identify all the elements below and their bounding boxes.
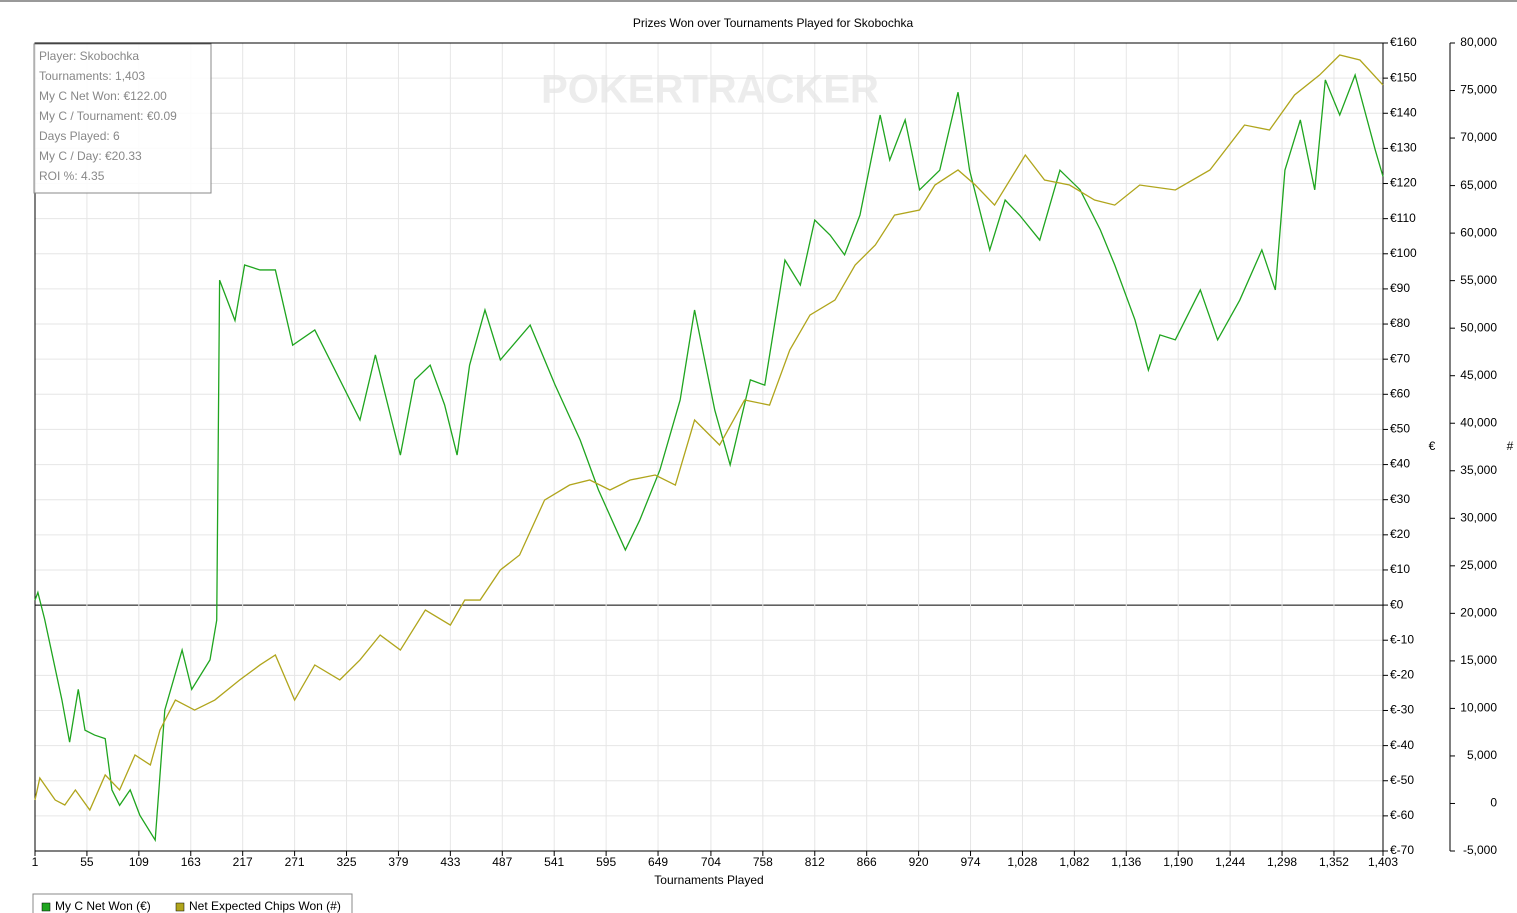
legend-label: Net Expected Chips Won (#) (189, 899, 341, 913)
y-tick-label: €120 (1390, 176, 1417, 190)
y-tick-label: €140 (1390, 105, 1417, 119)
series-line (34, 72, 1384, 843)
x-tick-label: 1,190 (1163, 855, 1193, 869)
x-tick-label: 379 (388, 855, 408, 869)
y-tick-label: €40 (1390, 457, 1410, 471)
y-tick-label: €90 (1390, 281, 1410, 295)
chart-title: Prizes Won over Tournaments Played for S… (633, 16, 914, 30)
info-line: My C Net Won: €122.00 (39, 89, 167, 103)
x-tick-label: 325 (337, 855, 357, 869)
y-tick-label: €0 (1390, 597, 1404, 611)
y2-axis-label: # (1507, 439, 1514, 453)
legend-swatch (41, 902, 51, 912)
y2-tick-label: 30,000 (1460, 510, 1497, 524)
y2-tick-label: 80,000 (1460, 35, 1497, 49)
y2-tick-label: 50,000 (1460, 320, 1497, 334)
x-tick-label: 920 (909, 855, 929, 869)
y-tick-label: €-40 (1390, 738, 1414, 752)
x-tick-label: 55 (80, 855, 94, 869)
y2-tick-label: 25,000 (1460, 558, 1497, 572)
y-tick-label: €-10 (1390, 632, 1414, 646)
y2-tick-label: 0 (1490, 796, 1497, 810)
y2-tick-label: 65,000 (1460, 178, 1497, 192)
y2-tick-label: -5,000 (1463, 843, 1497, 857)
y-tick-label: €-30 (1390, 703, 1414, 717)
y-tick-label: €70 (1390, 351, 1410, 365)
y-tick-label: €150 (1390, 70, 1417, 84)
x-tick-label: 758 (753, 855, 773, 869)
x-tick-label: 1,028 (1007, 855, 1037, 869)
x-tick-label: 649 (648, 855, 668, 869)
x-tick-label: 487 (492, 855, 512, 869)
y2-tick-label: 40,000 (1460, 415, 1497, 429)
x-tick-label: 704 (701, 855, 721, 869)
plot-frame (34, 42, 1384, 852)
x-tick-label: 163 (181, 855, 201, 869)
y-tick-label: €110 (1390, 211, 1416, 225)
y-axis-label: € (1429, 439, 1436, 453)
info-line: Days Played: 6 (39, 129, 120, 143)
info-line: ROI %: 4.35 (39, 169, 105, 183)
y-tick-label: €10 (1390, 562, 1410, 576)
y2-tick-label: 55,000 (1460, 273, 1497, 287)
x-tick-label: 109 (129, 855, 149, 869)
x-tick-label: 812 (805, 855, 825, 869)
y-tick-label: €-50 (1390, 773, 1414, 787)
info-line: My C / Tournament: €0.09 (39, 109, 177, 123)
y2-tick-label: 75,000 (1460, 83, 1497, 97)
watermark: POKERTRACKER (541, 68, 879, 112)
x-tick-label: 1,136 (1111, 855, 1141, 869)
info-line: My C / Day: €20.33 (39, 149, 142, 163)
info-line: Player: Skobochka (39, 49, 139, 63)
series-line (34, 54, 1384, 812)
y2-tick-label: 5,000 (1467, 748, 1497, 762)
x-axis-label: Tournaments Played (654, 873, 763, 887)
x-tick-label: 1,298 (1267, 855, 1297, 869)
legend-swatch (175, 902, 185, 912)
y2-tick-label: 20,000 (1460, 606, 1497, 620)
x-tick-label: 433 (440, 855, 460, 869)
x-tick-label: 595 (596, 855, 616, 869)
y2-tick-label: 35,000 (1460, 463, 1497, 477)
x-tick-label: 217 (233, 855, 253, 869)
y-tick-label: €50 (1390, 422, 1410, 436)
legend-label: My C Net Won (€) (55, 899, 151, 913)
y-tick-label: €80 (1390, 316, 1410, 330)
y-tick-label: €130 (1390, 141, 1417, 155)
y-tick-label: €30 (1390, 492, 1410, 506)
x-tick-label: 271 (285, 855, 305, 869)
x-tick-label: 974 (961, 855, 981, 869)
x-tick-label: 1,244 (1215, 855, 1245, 869)
x-tick-label: 1,403 (1368, 855, 1398, 869)
x-tick-label: 1,082 (1059, 855, 1089, 869)
y-tick-label: €160 (1390, 35, 1417, 49)
y-tick-label: €60 (1390, 386, 1410, 400)
y2-tick-label: 60,000 (1460, 225, 1497, 239)
y2-tick-label: 15,000 (1460, 653, 1497, 667)
info-box: Player: Skobochka Tournaments: 1,403 My C … (33, 43, 212, 194)
x-tick-label: 1,352 (1319, 855, 1349, 869)
y2-tick-label: 10,000 (1460, 701, 1497, 715)
y-tick-label: €100 (1390, 246, 1417, 260)
y-tick-label: €-60 (1390, 808, 1414, 822)
info-box-frame (33, 43, 212, 194)
y-tick-label: €-70 (1390, 843, 1414, 857)
y2-tick-label: 70,000 (1460, 130, 1497, 144)
y-tick-label: €-20 (1390, 668, 1414, 682)
x-tick-label: 541 (544, 855, 564, 869)
y2-tick-label: 45,000 (1460, 368, 1497, 382)
x-tick-label: 866 (857, 855, 877, 869)
y-tick-label: €20 (1390, 527, 1410, 541)
x-tick-label: 1 (32, 855, 39, 869)
legend-frame (32, 893, 353, 913)
top-border (0, 0, 1517, 2)
info-line: Tournaments: 1,403 (39, 69, 145, 83)
